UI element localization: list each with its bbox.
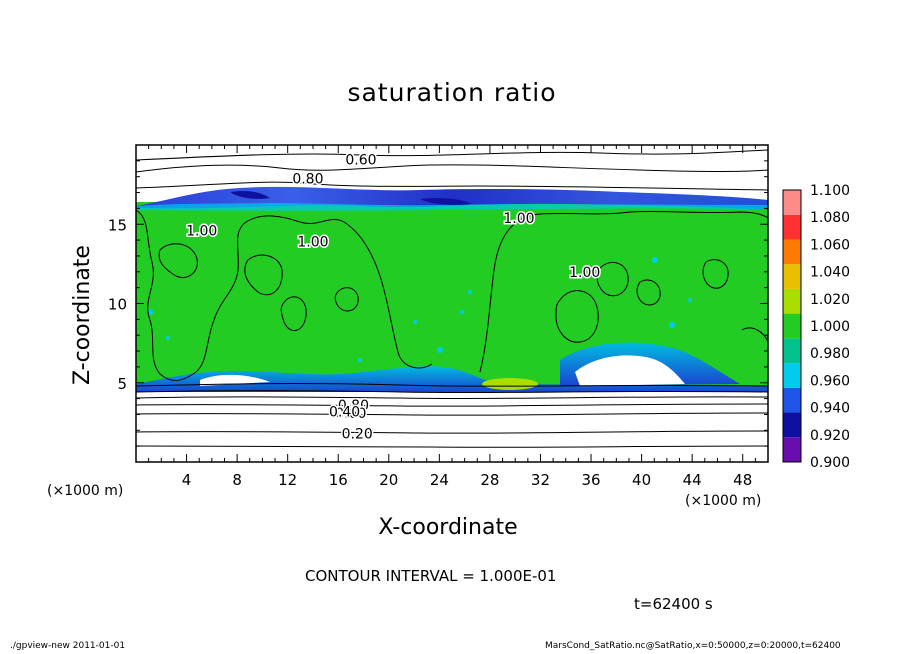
colorbar-label: 1.000 [810, 319, 850, 335]
footer-right: MarsCond_SatRatio.nc@SatRatio,x=0:50000,… [545, 641, 841, 651]
contour-label: 1.00 [186, 224, 217, 240]
colorbar-label: 1.040 [810, 265, 850, 281]
y-tick-label: 5 [117, 375, 127, 393]
field-upper-core [420, 198, 472, 205]
colorbar-swatch [783, 190, 801, 215]
colorbar-swatch [783, 214, 801, 240]
contour-lines [136, 149, 768, 448]
x-tick-label: 20 [379, 471, 398, 489]
colorbar-swatch [783, 288, 801, 314]
colorbar-label: 0.980 [810, 346, 850, 362]
field-specks [147, 257, 692, 362]
contour-interval-note: CONTOUR INTERVAL = 1.000E-01 [305, 567, 557, 585]
colorbar-swatch [783, 437, 801, 462]
contour-label: 1.00 [297, 235, 328, 251]
x-unit-label-right: (×1000 m) [685, 493, 762, 509]
colorbar-swatch [783, 338, 801, 364]
field-upper-core [230, 190, 270, 199]
x-tick-label: 4 [182, 471, 192, 489]
colorbar-swatch [783, 264, 801, 289]
time-stamp: t=62400 s [634, 595, 713, 613]
contour-label: 0.80 [338, 398, 369, 414]
y-tick-label: 10 [108, 296, 127, 314]
x-tick-label: 36 [581, 471, 600, 489]
contour-label: 1.00 [503, 211, 534, 227]
colorbar-label: 0.960 [810, 373, 850, 389]
contour-label: 0.80 [292, 171, 323, 187]
colorbar-swatch [783, 363, 801, 388]
contour-label: 0.40 [329, 404, 360, 420]
colorbar-label: 1.020 [810, 292, 850, 308]
colorbar: 0.900 0.920 0.940 0.960 0.980 1.000 1.020 1.040… [782, 183, 850, 471]
x-tick-label: 28 [480, 471, 499, 489]
colorbar-label: 1.060 [810, 237, 850, 253]
x-tick-label: 40 [632, 471, 651, 489]
x-tick-label: 16 [329, 471, 348, 489]
contour-label: 1.00 [569, 265, 600, 281]
x-tick-label: 12 [278, 471, 297, 489]
colorbar-label: 0.920 [810, 428, 850, 444]
x-tick-label: 32 [531, 471, 550, 489]
colorbar-frame [782, 189, 802, 463]
x-axis-label: X-coordinate [378, 515, 518, 540]
x-tick-label: 24 [430, 471, 449, 489]
colorbar-label: 1.100 [810, 183, 850, 199]
x-axis: 4 8 12 16 20 24 28 32 36 40 44 48 [148, 145, 756, 489]
field-supersaturated-spot [482, 378, 538, 390]
colorbar-swatch [783, 313, 801, 339]
contour-label: 0.60 [335, 406, 366, 422]
colorbar-label: 0.940 [810, 401, 850, 417]
colorbar-swatch [783, 412, 801, 438]
plot-area [136, 145, 768, 462]
colorbar-label: 0.900 [810, 455, 850, 471]
field-upper-transition [136, 203, 768, 211]
footer-left: ./gpview-new 2011-01-01 [10, 641, 126, 651]
chart-title: saturation ratio [347, 78, 557, 107]
y-axis-label: Z-coordinate [70, 245, 95, 385]
colorbar-swatch [783, 239, 801, 265]
y-axis: 5 10 15 [108, 160, 768, 447]
colorbar-swatch [783, 387, 801, 413]
y-tick-label: 15 [108, 216, 127, 234]
contour-label: 0.20 [342, 426, 373, 442]
x-tick-label: 48 [733, 471, 752, 489]
contour-label: 0.60 [345, 152, 376, 168]
field-dry-patch [200, 374, 270, 386]
x-tick-label: 44 [683, 471, 702, 489]
field-dry-patch [575, 355, 685, 386]
colorbar-label: 1.080 [810, 210, 850, 226]
contour-labels: 0.600.801.001.001.001.000.800.600.400.20 [185, 151, 602, 444]
x-unit-label-left: (×1000 m) [47, 483, 124, 499]
x-tick-label: 8 [232, 471, 242, 489]
